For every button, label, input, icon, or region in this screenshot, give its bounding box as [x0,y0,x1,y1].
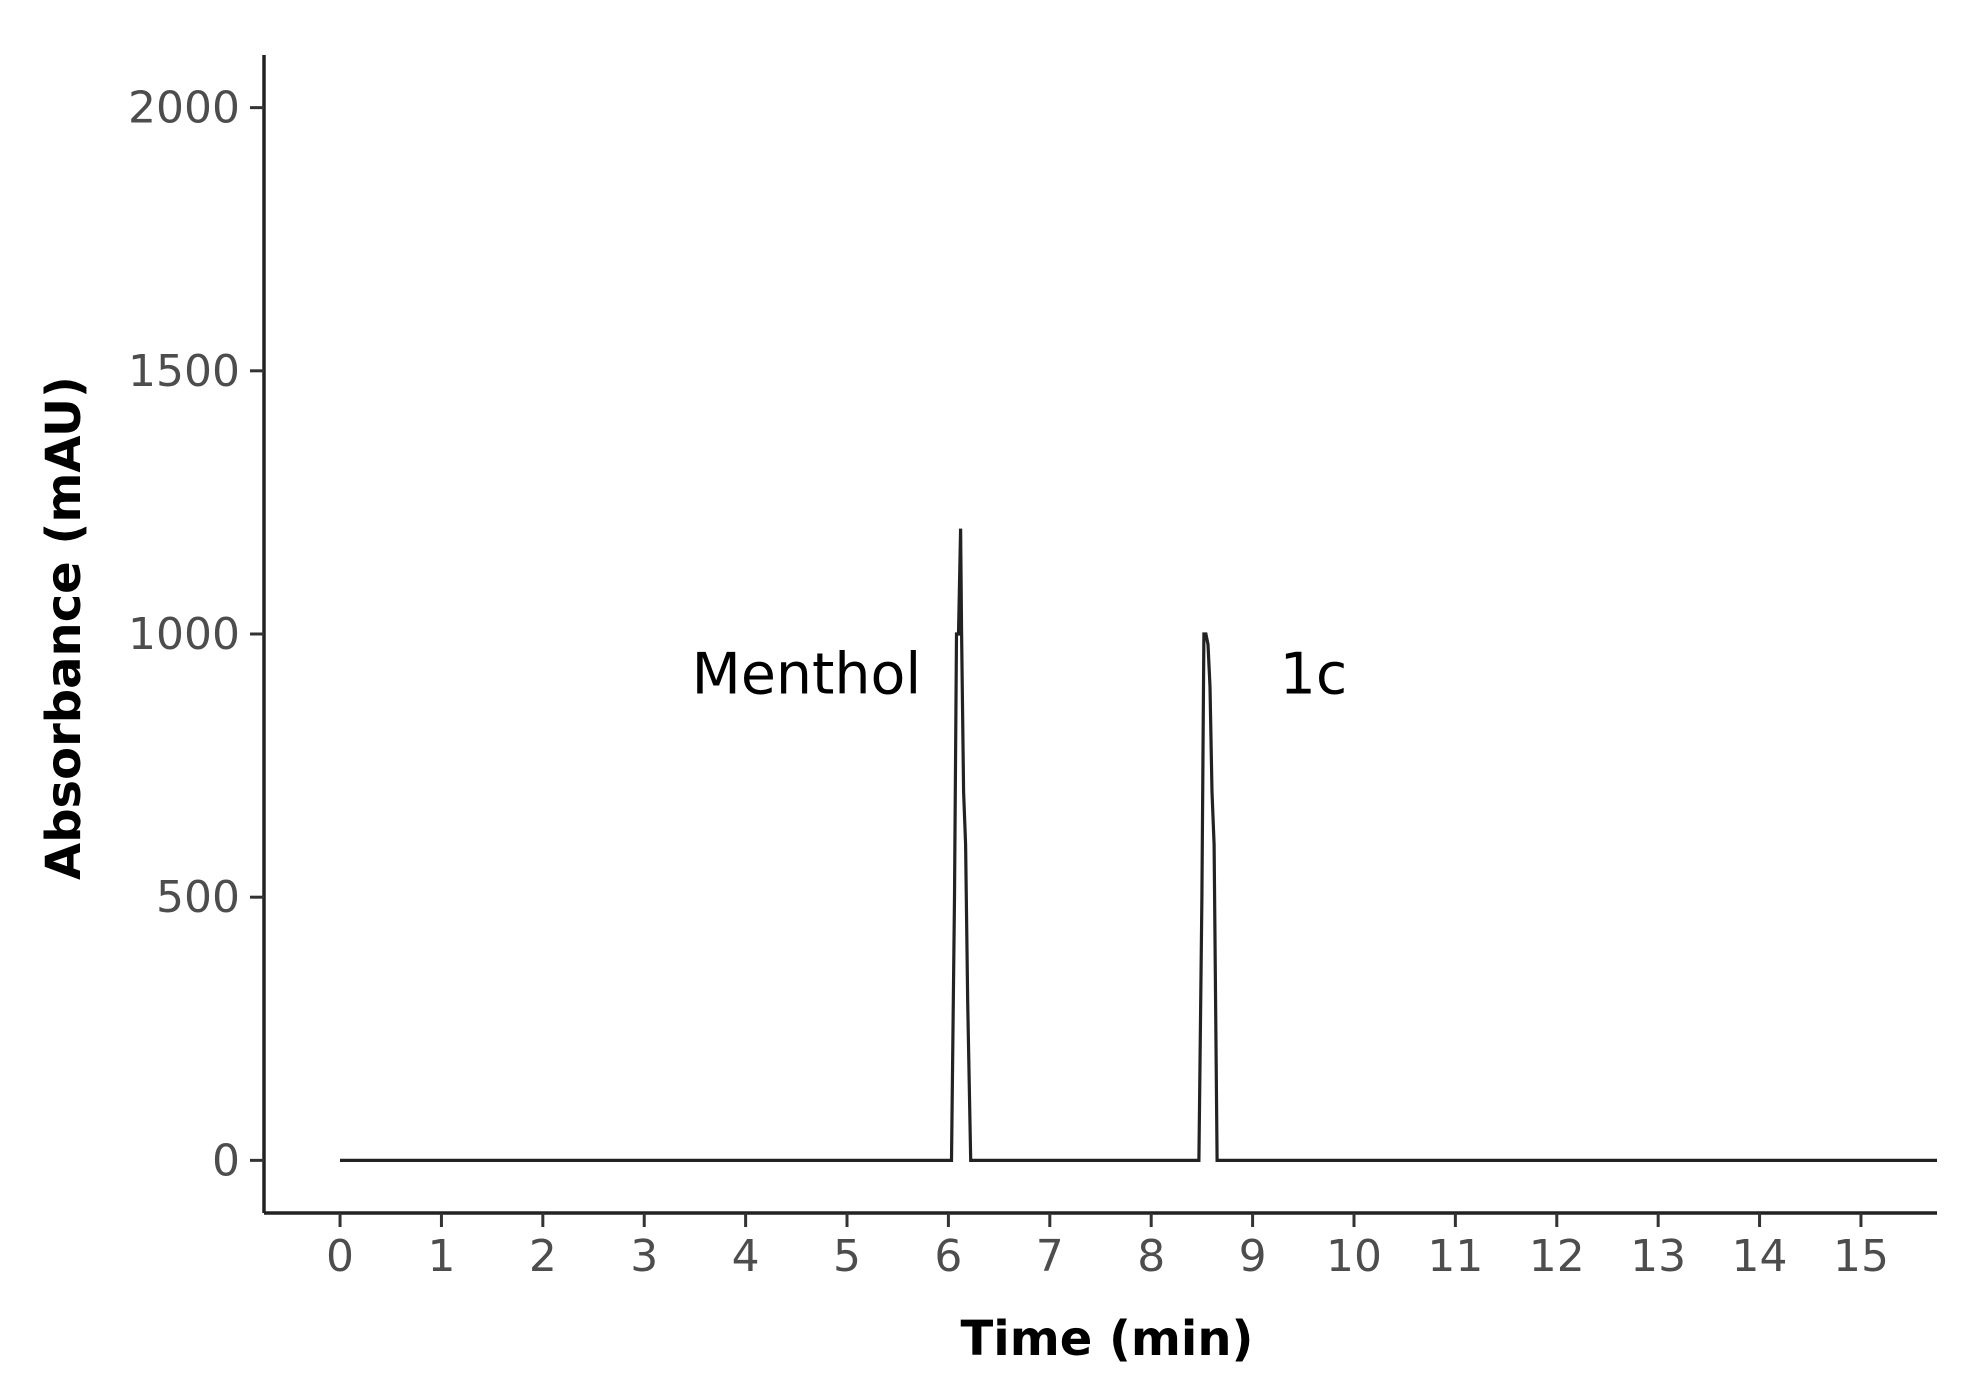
x-tick-label: 2 [529,1231,557,1282]
x-tick-label: 14 [1732,1231,1788,1282]
peak-label: Menthol [692,641,922,707]
x-tick-label: 7 [1036,1231,1064,1282]
series [340,528,1937,1163]
x-tick-label: 13 [1630,1231,1686,1282]
axes [262,55,1937,1215]
x-tick-label: 5 [833,1231,861,1282]
y-axis-title: Absorbance (mAU) [36,376,92,880]
y-tick-label: 1000 [128,609,240,660]
x-tick-label: 12 [1529,1231,1585,1282]
y-tick-label: 500 [156,872,240,923]
x-tick-label: 8 [1137,1231,1165,1282]
x-tick-label: 3 [630,1231,658,1282]
x-tick-label: 1 [427,1231,455,1282]
y-tick-label: 2000 [128,83,240,134]
x-tick-label: 15 [1833,1231,1889,1282]
y-tick-label: 1500 [128,346,240,397]
tick-marks [250,106,1863,1227]
x-tick-label: 6 [934,1231,962,1282]
y-tick-label: 0 [212,1135,240,1186]
x-tick-label: 10 [1326,1231,1382,1282]
x-tick-label: 4 [732,1231,760,1282]
x-tick-label: 9 [1239,1231,1267,1282]
x-tick-label: 0 [326,1231,354,1282]
series-line [340,528,1937,1163]
x-tick-label: 11 [1427,1231,1483,1282]
peak-label: 1c [1280,641,1348,707]
annotations: Menthol 1c [692,641,1348,707]
x-axis-title: Time (min) [961,1311,1254,1367]
